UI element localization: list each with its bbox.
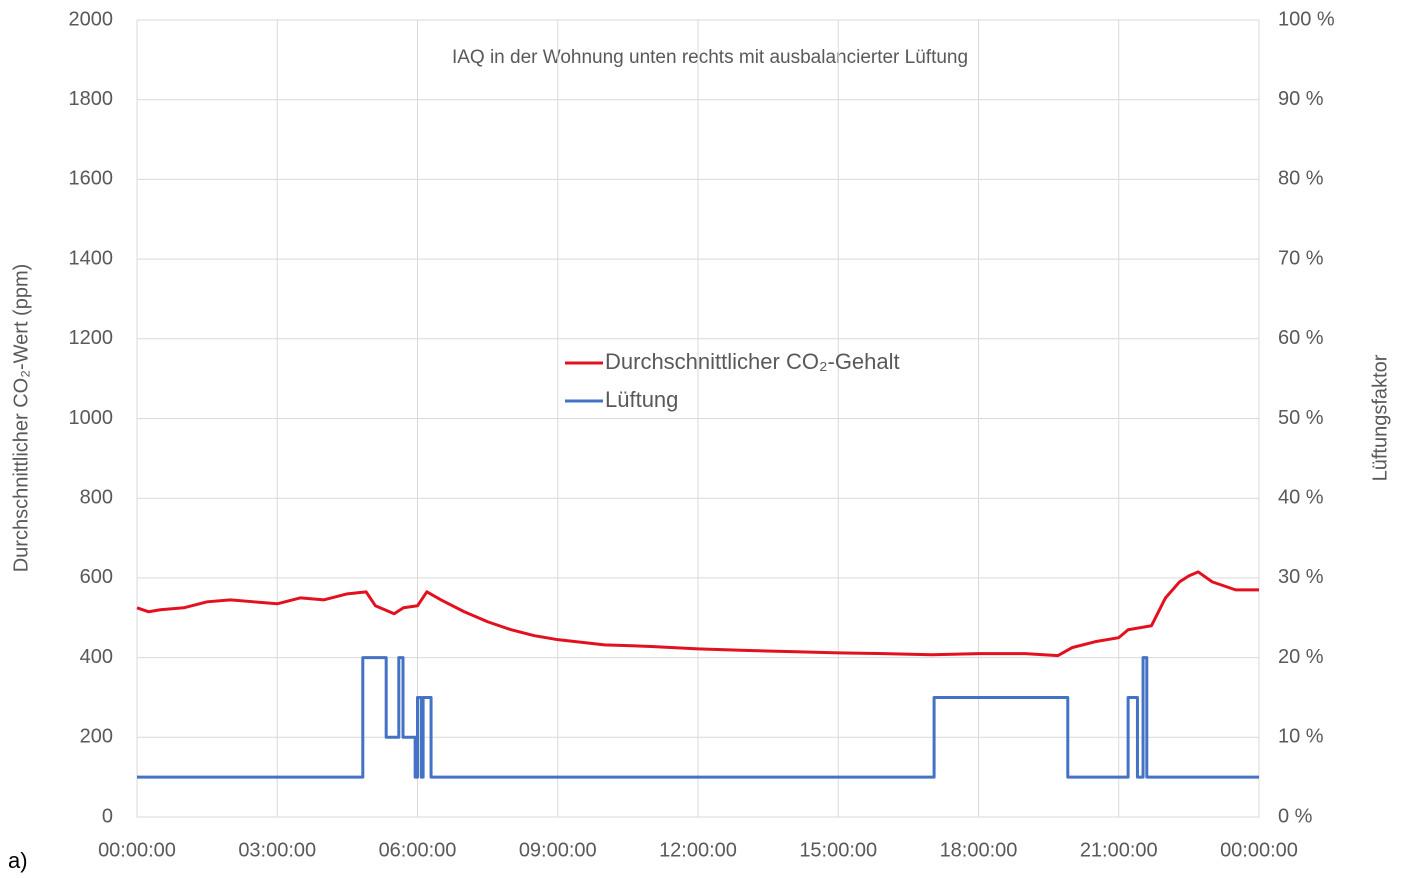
y-axis-label: Durchschnittlicher CO₂-Wert (ppm)	[10, 264, 32, 573]
y-tick-label: 600	[80, 566, 113, 588]
y-tick-label: 400	[80, 646, 113, 668]
x-tick-label: 12:00:00	[659, 839, 737, 861]
y2-tick-label: 80 %	[1278, 168, 1324, 190]
x-tick-label: 06:00:00	[379, 839, 457, 861]
legend-label: Lüftung	[605, 387, 678, 412]
y2-tick-label: 60 %	[1278, 327, 1324, 349]
x-tick-label: 21:00:00	[1080, 839, 1158, 861]
y2-tick-label: 20 %	[1278, 646, 1324, 668]
y2-tick-label: 70 %	[1278, 247, 1324, 269]
x-tick-label: 18:00:00	[940, 839, 1018, 861]
y2-tick-label: 0 %	[1278, 805, 1313, 827]
y-tick-label: 800	[80, 486, 113, 508]
x-tick-label: 09:00:00	[519, 839, 597, 861]
x-tick-label: 15:00:00	[799, 839, 877, 861]
y2-tick-label: 100 %	[1278, 8, 1335, 30]
y2-axis-label: Lüftungsfaktor	[1369, 354, 1391, 481]
y-tick-label: 1000	[69, 407, 114, 429]
y-tick-label: 1200	[69, 327, 114, 349]
y2-tick-label: 90 %	[1278, 88, 1324, 110]
y-tick-label: 1600	[69, 168, 114, 190]
y2-tick-label: 30 %	[1278, 566, 1324, 588]
legend-label: Durchschnittlicher CO₂-Gehalt	[605, 349, 900, 374]
y-tick-label: 2000	[69, 8, 114, 30]
x-tick-label: 00:00:00	[1220, 839, 1298, 861]
chart-title: IAQ in der Wohnung unten rechts mit ausb…	[452, 47, 968, 68]
y-tick-label: 200	[80, 726, 113, 748]
y2-tick-label: 10 %	[1278, 726, 1324, 748]
x-tick-label: 00:00:00	[98, 839, 176, 861]
x-tick-label: 03:00:00	[238, 839, 316, 861]
data-line	[137, 656, 1259, 779]
y-tick-label: 0	[102, 805, 113, 827]
y2-tick-label: 50 %	[1278, 407, 1324, 429]
y-tick-label: 1800	[69, 88, 114, 110]
y-tick-label: 1400	[69, 247, 114, 269]
panel-label: a)	[8, 848, 28, 873]
data-line	[136, 570, 1259, 658]
y2-tick-label: 40 %	[1278, 486, 1324, 508]
